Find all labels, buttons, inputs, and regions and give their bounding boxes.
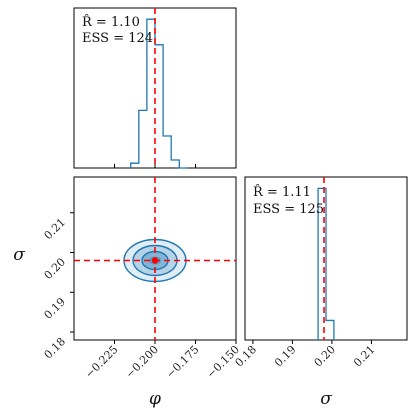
joint-x-tick-label: −0.200 bbox=[123, 343, 161, 381]
joint-x-label: φ bbox=[149, 389, 161, 409]
sigma-x-tick-label: 0.20 bbox=[312, 343, 339, 370]
sigma-x-tick-label: 0.19 bbox=[272, 343, 299, 370]
sigma-x-label: σ bbox=[320, 389, 332, 409]
joint-x-tick-label: −0.175 bbox=[164, 343, 202, 381]
sigma-rhat-text: R̂ = 1.11 bbox=[253, 184, 311, 200]
sigma-x-ticks: 0.18 0.19 0.20 0.21 bbox=[233, 340, 378, 369]
joint-y-tick-label: 0.18 bbox=[42, 335, 69, 362]
joint-x-ticks: −0.225 −0.200 −0.175 −0.150 bbox=[83, 340, 242, 381]
sigma-marginal-panel: R̂ = 1.11 ESS = 125 0.18 0.19 0.20 0.21 σ bbox=[233, 176, 408, 409]
joint-y-tick-label: 0.21 bbox=[42, 216, 69, 243]
joint-truth-point bbox=[151, 257, 159, 264]
joint-x-tick-label: −0.225 bbox=[83, 343, 121, 381]
sigma-histogram-steps bbox=[317, 187, 335, 340]
sigma-x-tick-label: 0.21 bbox=[351, 343, 378, 370]
joint-y-tick-label: 0.19 bbox=[42, 295, 69, 322]
joint-y-ticks: 0.18 0.19 0.20 0.21 bbox=[42, 212, 74, 362]
sigma-ess-text: ESS = 125 bbox=[253, 202, 324, 217]
phi-ess-text: ESS = 124 bbox=[82, 31, 153, 46]
joint-panel: −0.225 −0.200 −0.175 −0.150 0.18 0.19 0.20 0.2… bbox=[13, 176, 242, 409]
joint-y-label: σ bbox=[13, 245, 25, 265]
sigma-marginal-frame bbox=[244, 176, 408, 341]
sigma-histogram bbox=[317, 187, 335, 340]
phi-histogram-steps bbox=[130, 18, 188, 169]
joint-y-tick-label: 0.20 bbox=[42, 255, 69, 282]
phi-rhat-text: R̂ = 1.10 bbox=[82, 14, 140, 30]
phi-marginal-panel: R̂ = 1.10 ESS = 124 bbox=[73, 7, 237, 169]
phi-histogram bbox=[114, 18, 237, 169]
